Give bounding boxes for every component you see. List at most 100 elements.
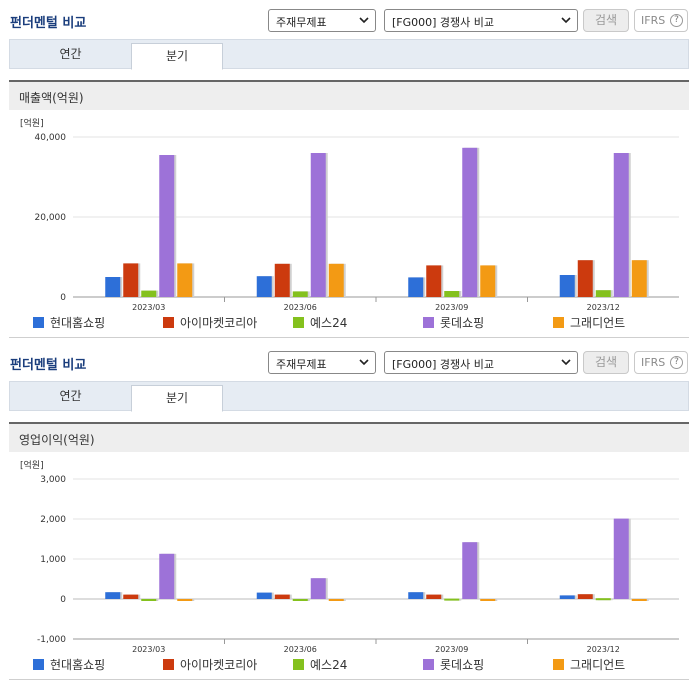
bar[interactable] <box>105 592 121 599</box>
legend-item[interactable]: 현대홈쇼핑 <box>33 656 105 673</box>
y-tick-label: 40,000 <box>35 133 67 143</box>
bar[interactable] <box>480 265 496 297</box>
financial-statement-select[interactable]: 주재무제표 <box>268 351 376 374</box>
bar[interactable] <box>123 594 139 599</box>
y-tick-label: -1,000 <box>37 635 66 645</box>
chevron-down-icon <box>359 359 369 366</box>
bar[interactable] <box>274 263 290 297</box>
legend-swatch <box>423 659 434 670</box>
bar[interactable] <box>613 153 629 297</box>
y-tick-label: 0 <box>60 595 66 605</box>
section-header: 펀더멘털 비교 주재무제표 [FG000] 경쟁사 비교 검색 IFRS ? <box>0 342 696 376</box>
legend-swatch <box>33 317 44 328</box>
section-header: 펀더멘털 비교 주재무제표 [FG000] 경쟁사 비교 검색 IFRS ? <box>0 0 696 34</box>
compare-group-select[interactable]: [FG000] 경쟁사 비교 <box>384 351 578 374</box>
chevron-down-icon <box>561 359 571 366</box>
bar[interactable] <box>292 599 308 601</box>
x-tick-label: 2023/06 <box>284 645 317 652</box>
compare-group-select-value: [FG000] 경쟁사 비교 <box>392 358 495 371</box>
financial-statement-select-value: 주재무제표 <box>276 358 327 371</box>
legend-swatch <box>553 317 564 328</box>
bar[interactable] <box>105 277 121 297</box>
bar[interactable] <box>256 592 272 599</box>
legend-item[interactable]: 현대홈쇼핑 <box>33 314 105 331</box>
legend-label: 롯데쇼핑 <box>440 316 485 330</box>
x-tick-label: 2023/06 <box>284 303 317 310</box>
bar[interactable] <box>577 260 593 297</box>
bar[interactable] <box>141 290 157 297</box>
bar[interactable] <box>328 263 344 297</box>
chevron-down-icon <box>359 17 369 24</box>
section-title: 펀더멘털 비교 <box>10 358 87 373</box>
section-divider <box>9 679 689 680</box>
bar[interactable] <box>426 265 442 297</box>
legend-label: 롯데쇼핑 <box>440 658 485 672</box>
legend-item[interactable]: 롯데쇼핑 <box>423 314 484 331</box>
bar[interactable] <box>631 260 647 297</box>
chart-legend: 현대홈쇼핑 아이마켓코리아 예스24 롯데쇼핑 그래디언트 <box>0 314 696 330</box>
bar[interactable] <box>177 599 193 601</box>
legend-item[interactable]: 예스24 <box>293 656 347 673</box>
bar[interactable] <box>328 599 344 601</box>
legend-label: 예스24 <box>310 316 348 330</box>
bar[interactable] <box>159 155 175 297</box>
bar[interactable] <box>595 598 611 601</box>
tab-annual[interactable]: 연간 <box>59 389 82 403</box>
bar[interactable] <box>559 275 575 297</box>
legend-item[interactable]: 아이마켓코리아 <box>163 314 257 331</box>
bar[interactable] <box>444 291 460 297</box>
x-tick-label: 2023/12 <box>587 303 620 310</box>
x-tick-label: 2023/03 <box>132 645 165 652</box>
legend-label: 아이마켓코리아 <box>180 658 258 672</box>
bar[interactable] <box>559 595 575 599</box>
bar[interactable] <box>408 592 424 599</box>
legend-label: 그래디언트 <box>570 658 626 672</box>
legend-item[interactable]: 그래디언트 <box>553 656 625 673</box>
legend-swatch <box>553 659 564 670</box>
ifrs-button[interactable]: IFRS ? <box>634 351 688 374</box>
help-icon[interactable]: ? <box>670 14 683 27</box>
period-tabs: 연간 분기 <box>9 39 689 70</box>
bar[interactable] <box>426 594 442 599</box>
legend-item[interactable]: 롯데쇼핑 <box>423 656 484 673</box>
search-button[interactable]: 검색 <box>583 9 629 32</box>
compare-group-select-value: [FG000] 경쟁사 비교 <box>392 16 495 29</box>
bar[interactable] <box>462 542 478 599</box>
bar[interactable] <box>141 599 157 601</box>
legend-swatch <box>293 659 304 670</box>
chart-panel-title: 매출액(억원) <box>9 80 689 110</box>
tab-quarterly[interactable]: 분기 <box>131 43 223 70</box>
bar[interactable] <box>480 599 496 601</box>
bar[interactable] <box>444 598 460 601</box>
bar[interactable] <box>595 290 611 297</box>
financial-statement-select[interactable]: 주재무제표 <box>268 9 376 32</box>
y-tick-label: 20,000 <box>35 213 67 223</box>
compare-group-select[interactable]: [FG000] 경쟁사 비교 <box>384 9 578 32</box>
legend-label: 현대홈쇼핑 <box>50 658 106 672</box>
tab-quarterly[interactable]: 분기 <box>131 385 223 412</box>
ifrs-button[interactable]: IFRS ? <box>634 9 688 32</box>
bar[interactable] <box>256 276 272 297</box>
bar[interactable] <box>408 277 424 297</box>
legend-item[interactable]: 아이마켓코리아 <box>163 656 257 673</box>
bar[interactable] <box>310 578 326 599</box>
y-tick-label: 2,000 <box>40 515 66 525</box>
bar[interactable] <box>292 291 308 297</box>
legend-label: 예스24 <box>310 658 348 672</box>
bar[interactable] <box>631 599 647 601</box>
bar[interactable] <box>274 594 290 599</box>
bar[interactable] <box>123 263 139 297</box>
help-icon[interactable]: ? <box>670 356 683 369</box>
bar[interactable] <box>577 594 593 599</box>
section-divider <box>9 337 689 338</box>
legend-item[interactable]: 그래디언트 <box>553 314 625 331</box>
legend-item[interactable]: 예스24 <box>293 314 347 331</box>
search-button[interactable]: 검색 <box>583 351 629 374</box>
bar[interactable] <box>177 263 193 297</box>
tab-annual[interactable]: 연간 <box>59 47 82 61</box>
bar[interactable] <box>310 153 326 297</box>
bar[interactable] <box>159 553 175 599</box>
legend-swatch <box>293 317 304 328</box>
bar[interactable] <box>462 147 478 297</box>
bar[interactable] <box>613 518 629 599</box>
